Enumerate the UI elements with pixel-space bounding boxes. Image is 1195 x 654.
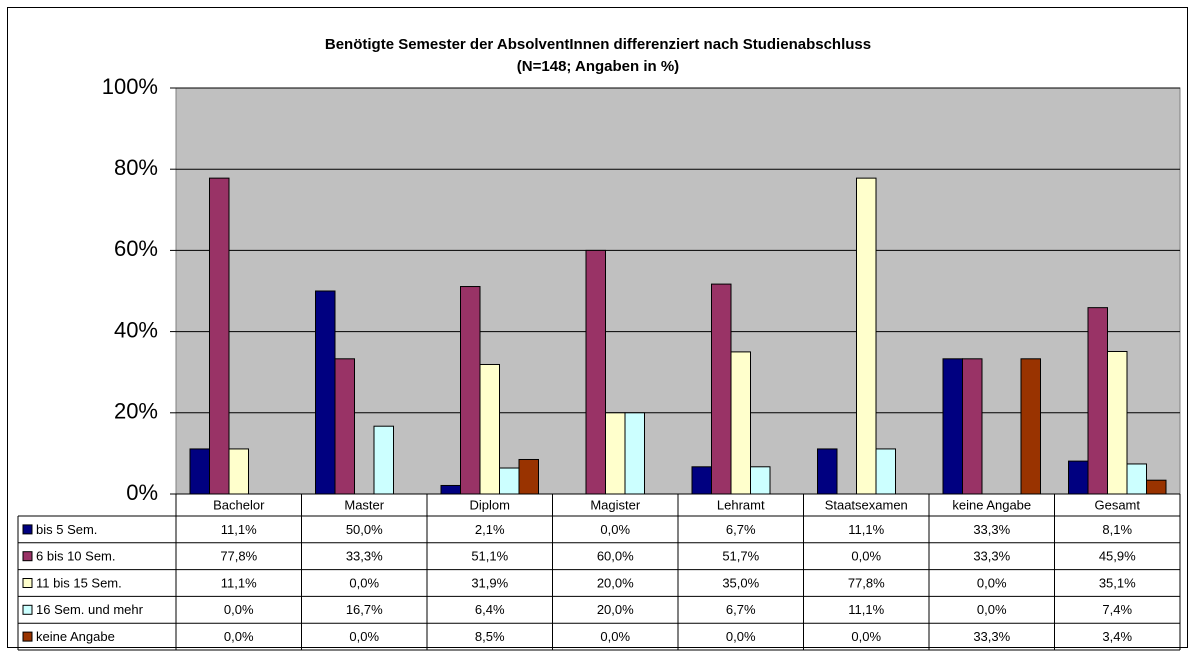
bar xyxy=(942,358,963,495)
table-value: 11,1% xyxy=(221,522,257,537)
table-value: 51,1% xyxy=(471,549,508,564)
x-tick-label: Diplom xyxy=(470,497,510,512)
table-value: 60,0% xyxy=(597,549,634,564)
y-tick-label: 0% xyxy=(126,480,158,505)
y-tick-label: 60% xyxy=(114,236,158,261)
bar xyxy=(499,467,520,495)
bar xyxy=(315,290,336,495)
legend-label: 6 bis 10 Sem. xyxy=(36,549,116,564)
bar xyxy=(585,249,606,495)
bar xyxy=(711,283,732,495)
table-value: 0,0% xyxy=(600,629,630,644)
table-value: 8,5% xyxy=(475,629,505,644)
table-value: 11,1% xyxy=(848,602,884,617)
table-value: 35,0% xyxy=(722,575,759,590)
bar xyxy=(228,448,249,495)
table-value: 45,9% xyxy=(1099,549,1136,564)
bar xyxy=(750,466,771,495)
bar xyxy=(1087,307,1108,495)
table-value: 51,7% xyxy=(722,549,759,564)
table-value: 11,1% xyxy=(848,522,884,537)
x-tick-label: Master xyxy=(344,497,384,512)
chart-subtitle: (N=148; Angaben in %) xyxy=(517,58,679,75)
table-value: 0,0% xyxy=(977,575,1007,590)
legend-key xyxy=(22,524,33,535)
table-value: 20,0% xyxy=(597,575,634,590)
table-value: 7,4% xyxy=(1102,602,1132,617)
legend-label: 16 Sem. und mehr xyxy=(36,602,144,617)
y-tick-label: 20% xyxy=(114,399,158,424)
x-tick-label: keine Angabe xyxy=(952,497,1031,512)
table-value: 11,1% xyxy=(221,575,257,590)
bar xyxy=(605,412,626,495)
bar xyxy=(691,466,712,495)
x-tick-label: Lehramt xyxy=(717,497,765,512)
table-value: 0,0% xyxy=(224,629,254,644)
table-value: 35,1% xyxy=(1099,575,1136,590)
table-value: 0,0% xyxy=(224,602,254,617)
y-tick-label: 40% xyxy=(114,317,158,342)
bar xyxy=(1126,463,1147,495)
table-value: 0,0% xyxy=(977,602,1007,617)
bar xyxy=(189,448,210,495)
table-value: 6,7% xyxy=(726,522,756,537)
legend-key xyxy=(22,631,33,642)
legend-key xyxy=(22,578,33,588)
bar xyxy=(1020,358,1041,495)
table-value: 77,8% xyxy=(220,549,257,564)
bar xyxy=(460,286,481,495)
table-value: 0,0% xyxy=(726,629,756,644)
x-tick-label: Staatsexamen xyxy=(825,497,908,512)
table-value: 31,9% xyxy=(471,575,508,590)
table-value: 0,0% xyxy=(349,575,379,590)
bar xyxy=(875,448,896,495)
table-value: 77,8% xyxy=(848,575,885,590)
bar xyxy=(1107,350,1128,495)
table-value: 0,0% xyxy=(349,629,379,644)
table-value: 33,3% xyxy=(973,522,1010,537)
bar xyxy=(1146,479,1167,495)
bar xyxy=(518,458,539,495)
legend-label: keine Angabe xyxy=(36,629,115,644)
table-value: 8,1% xyxy=(1102,522,1132,537)
y-tick-label: 100% xyxy=(102,74,158,99)
table-value: 2,1% xyxy=(475,522,505,537)
bar xyxy=(1068,460,1089,495)
y-tick-label: 80% xyxy=(114,155,158,180)
table-value: 16,7% xyxy=(346,602,383,617)
bar xyxy=(440,484,461,495)
bar xyxy=(479,363,500,495)
bar xyxy=(856,177,877,495)
x-tick-label: Magister xyxy=(590,497,641,512)
x-tick-label: Gesamt xyxy=(1094,497,1140,512)
table-value: 20,0% xyxy=(597,602,634,617)
table-value: 0,0% xyxy=(851,549,881,564)
chart-title: Benötigte Semester der AbsolventInnen di… xyxy=(325,36,871,53)
table-value: 6,7% xyxy=(726,602,756,617)
table-value: 33,3% xyxy=(346,549,383,564)
bar xyxy=(209,177,230,495)
legend-label: 11 bis 15 Sem. xyxy=(36,575,122,590)
table-value: 33,3% xyxy=(973,629,1010,644)
table-value: 0,0% xyxy=(600,522,630,537)
table-value: 50,0% xyxy=(346,522,383,537)
bar xyxy=(817,448,838,495)
table-value: 3,4% xyxy=(1102,629,1132,644)
legend-key xyxy=(22,551,33,562)
bar xyxy=(730,351,751,495)
bar xyxy=(624,412,645,495)
table-value: 6,4% xyxy=(475,602,505,617)
table-value: 33,3% xyxy=(973,549,1010,564)
legend-key xyxy=(22,604,33,615)
bar xyxy=(962,358,983,495)
legend-label: bis 5 Sem. xyxy=(36,522,97,537)
table-value: 0,0% xyxy=(851,629,881,644)
bar xyxy=(373,425,394,495)
bar xyxy=(334,358,355,495)
x-tick-label: Bachelor xyxy=(213,497,265,512)
